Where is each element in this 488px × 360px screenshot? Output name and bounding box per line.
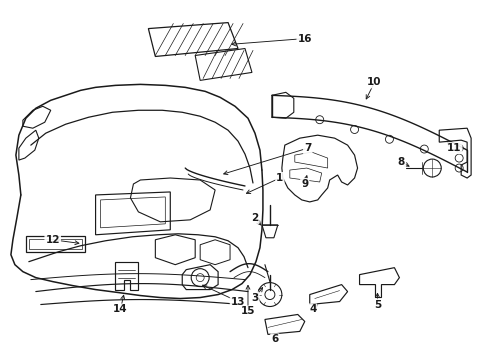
Text: 10: 10	[366, 77, 381, 87]
Text: 7: 7	[304, 143, 311, 153]
Text: 16: 16	[297, 33, 311, 44]
Text: 1: 1	[276, 173, 283, 183]
Text: 6: 6	[271, 334, 278, 345]
Text: 11: 11	[446, 143, 461, 153]
Text: 12: 12	[45, 235, 60, 245]
Text: 5: 5	[373, 300, 380, 310]
Text: 4: 4	[308, 305, 316, 315]
Text: 8: 8	[397, 157, 404, 167]
Text: 14: 14	[113, 305, 127, 315]
Text: 3: 3	[251, 293, 258, 302]
Text: 2: 2	[251, 213, 258, 223]
Text: 9: 9	[301, 179, 308, 189]
Text: 13: 13	[230, 297, 245, 306]
Text: 15: 15	[240, 306, 255, 316]
